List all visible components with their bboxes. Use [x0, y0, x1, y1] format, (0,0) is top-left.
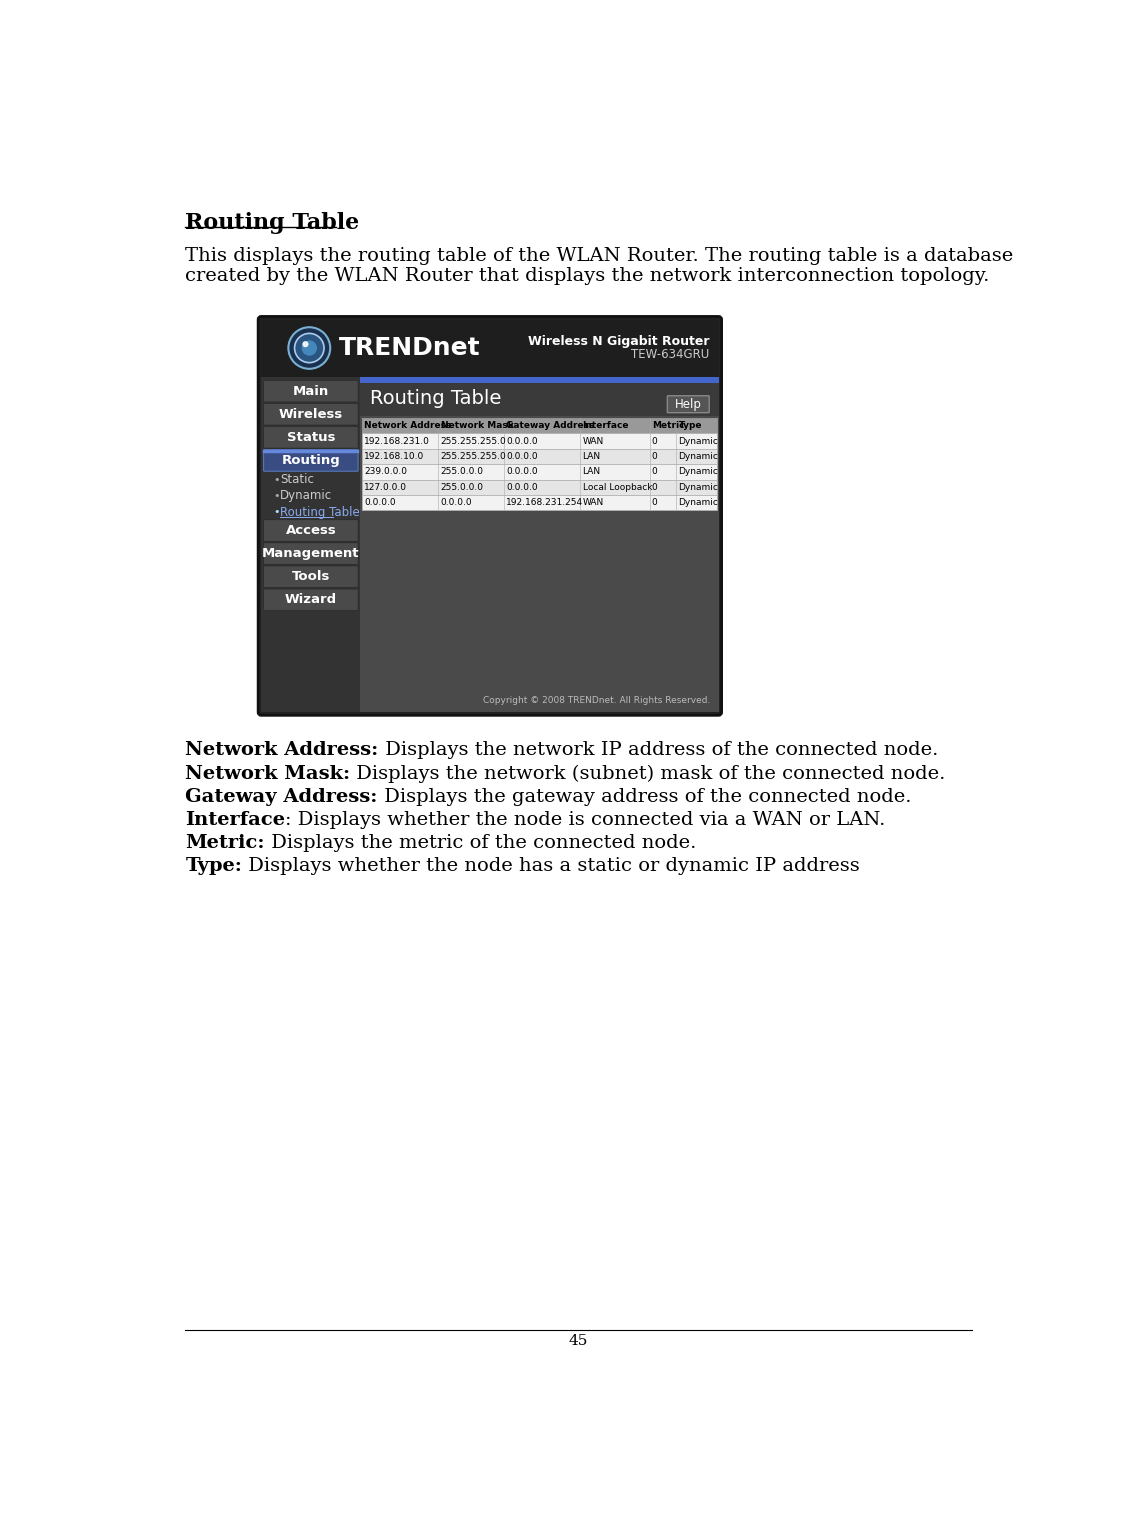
Text: Routing Table: Routing Table: [370, 389, 501, 408]
Circle shape: [288, 327, 330, 370]
Text: Dynamic: Dynamic: [679, 467, 718, 476]
FancyBboxPatch shape: [263, 380, 358, 402]
Text: Management: Management: [262, 547, 360, 560]
Text: Gateway Address: Gateway Address: [506, 421, 595, 431]
FancyBboxPatch shape: [263, 567, 358, 588]
Text: Interface: Interface: [583, 421, 629, 431]
Bar: [360, 377, 718, 712]
FancyBboxPatch shape: [263, 449, 358, 472]
Text: Dynamic: Dynamic: [280, 489, 332, 502]
Text: Static: Static: [280, 473, 314, 486]
Text: Routing Table: Routing Table: [185, 212, 359, 234]
Bar: [362, 449, 717, 464]
Text: Routing Table: Routing Table: [280, 505, 360, 519]
Text: Wizard: Wizard: [285, 594, 336, 606]
Bar: [362, 495, 717, 510]
Text: 255.0.0.0: 255.0.0.0: [440, 483, 483, 492]
Text: Status: Status: [287, 431, 335, 444]
Text: Gateway Address:: Gateway Address:: [185, 788, 378, 806]
Text: 255.255.255.0: 255.255.255.0: [440, 452, 507, 461]
FancyBboxPatch shape: [263, 542, 358, 565]
Text: 239.0.0.0: 239.0.0.0: [365, 467, 408, 476]
Text: 0: 0: [651, 452, 657, 461]
Text: 0: 0: [651, 437, 657, 446]
Text: Type:: Type:: [185, 857, 243, 875]
Text: 0.0.0.0: 0.0.0.0: [506, 452, 537, 461]
Bar: [261, 319, 718, 377]
Text: Wireless N Gigabit Router: Wireless N Gigabit Router: [527, 334, 709, 348]
FancyBboxPatch shape: [263, 403, 358, 425]
Text: TEW-634GRU: TEW-634GRU: [631, 348, 709, 362]
Text: Dynamic: Dynamic: [679, 437, 718, 446]
Text: 0.0.0.0: 0.0.0.0: [506, 467, 537, 476]
Text: Interface: Interface: [185, 811, 286, 829]
Text: Metric: Metric: [651, 421, 684, 431]
Text: Network Address:: Network Address:: [185, 742, 378, 759]
Text: Type: Type: [679, 421, 702, 431]
FancyBboxPatch shape: [263, 519, 358, 541]
FancyBboxPatch shape: [263, 426, 358, 447]
Text: created by the WLAN Router that displays the network interconnection topology.: created by the WLAN Router that displays…: [185, 267, 990, 286]
Text: Network Mask:: Network Mask:: [185, 765, 350, 783]
Text: Routing: Routing: [281, 454, 340, 467]
Text: 255.255.255.0: 255.255.255.0: [440, 437, 507, 446]
Text: LAN: LAN: [583, 467, 601, 476]
Circle shape: [303, 341, 308, 347]
Text: Metric:: Metric:: [185, 834, 265, 852]
Text: WAN: WAN: [583, 498, 604, 507]
Text: 255.0.0.0: 255.0.0.0: [440, 467, 483, 476]
Text: Dynamic: Dynamic: [679, 483, 718, 492]
Text: 127.0.0.0: 127.0.0.0: [365, 483, 408, 492]
FancyBboxPatch shape: [259, 316, 721, 715]
Text: 0: 0: [651, 483, 657, 492]
Text: Network Address: Network Address: [365, 421, 452, 431]
Text: 0: 0: [651, 498, 657, 507]
Text: •: •: [273, 475, 280, 484]
Circle shape: [295, 333, 324, 362]
Text: Help: Help: [675, 397, 702, 411]
Bar: [261, 377, 360, 712]
Text: Network Mask: Network Mask: [440, 421, 514, 431]
Text: Wireless: Wireless: [279, 408, 343, 421]
Text: TRENDnet: TRENDnet: [339, 336, 480, 360]
Text: 0.0.0.0: 0.0.0.0: [506, 437, 537, 446]
Text: 0.0.0.0: 0.0.0.0: [440, 498, 472, 507]
Text: 0.0.0.0: 0.0.0.0: [365, 498, 396, 507]
Text: : Displays whether the node is connected via a WAN or LAN.: : Displays whether the node is connected…: [286, 811, 885, 829]
Bar: [362, 418, 717, 434]
Text: •: •: [273, 490, 280, 501]
Text: Displays the metric of the connected node.: Displays the metric of the connected nod…: [265, 834, 697, 852]
Text: 192.168.231.0: 192.168.231.0: [365, 437, 430, 446]
Text: 0.0.0.0: 0.0.0.0: [506, 483, 537, 492]
Text: Displays the network (subnet) mask of the connected node.: Displays the network (subnet) mask of th…: [350, 765, 946, 783]
Text: Displays whether the node has a static or dynamic IP address: Displays whether the node has a static o…: [243, 857, 860, 875]
Text: Dynamic: Dynamic: [679, 452, 718, 461]
Text: 0: 0: [651, 467, 657, 476]
Text: Displays the network IP address of the connected node.: Displays the network IP address of the c…: [378, 742, 938, 759]
Text: This displays the routing table of the WLAN Router. The routing table is a datab: This displays the routing table of the W…: [185, 247, 1014, 266]
Text: Access: Access: [286, 524, 336, 538]
Text: Displays the gateway address of the connected node.: Displays the gateway address of the conn…: [378, 788, 911, 806]
Text: 192.168.231.254: 192.168.231.254: [506, 498, 584, 507]
Text: Local Loopback: Local Loopback: [583, 483, 653, 492]
Text: WAN: WAN: [583, 437, 604, 446]
Text: Tools: Tools: [291, 570, 330, 583]
Text: 192.168.10.0: 192.168.10.0: [365, 452, 425, 461]
Bar: [362, 434, 717, 449]
Text: Copyright © 2008 TRENDnet. All Rights Reserved.: Copyright © 2008 TRENDnet. All Rights Re…: [483, 695, 711, 704]
Circle shape: [301, 341, 317, 356]
Text: Main: Main: [292, 385, 329, 397]
Text: LAN: LAN: [583, 452, 601, 461]
Bar: [360, 383, 718, 415]
Bar: [362, 479, 717, 495]
Text: Dynamic: Dynamic: [679, 498, 718, 507]
Bar: [362, 464, 717, 479]
Text: 45: 45: [569, 1333, 588, 1348]
FancyBboxPatch shape: [667, 395, 709, 412]
FancyBboxPatch shape: [263, 589, 358, 611]
Bar: [360, 377, 718, 383]
Text: •: •: [273, 507, 280, 518]
